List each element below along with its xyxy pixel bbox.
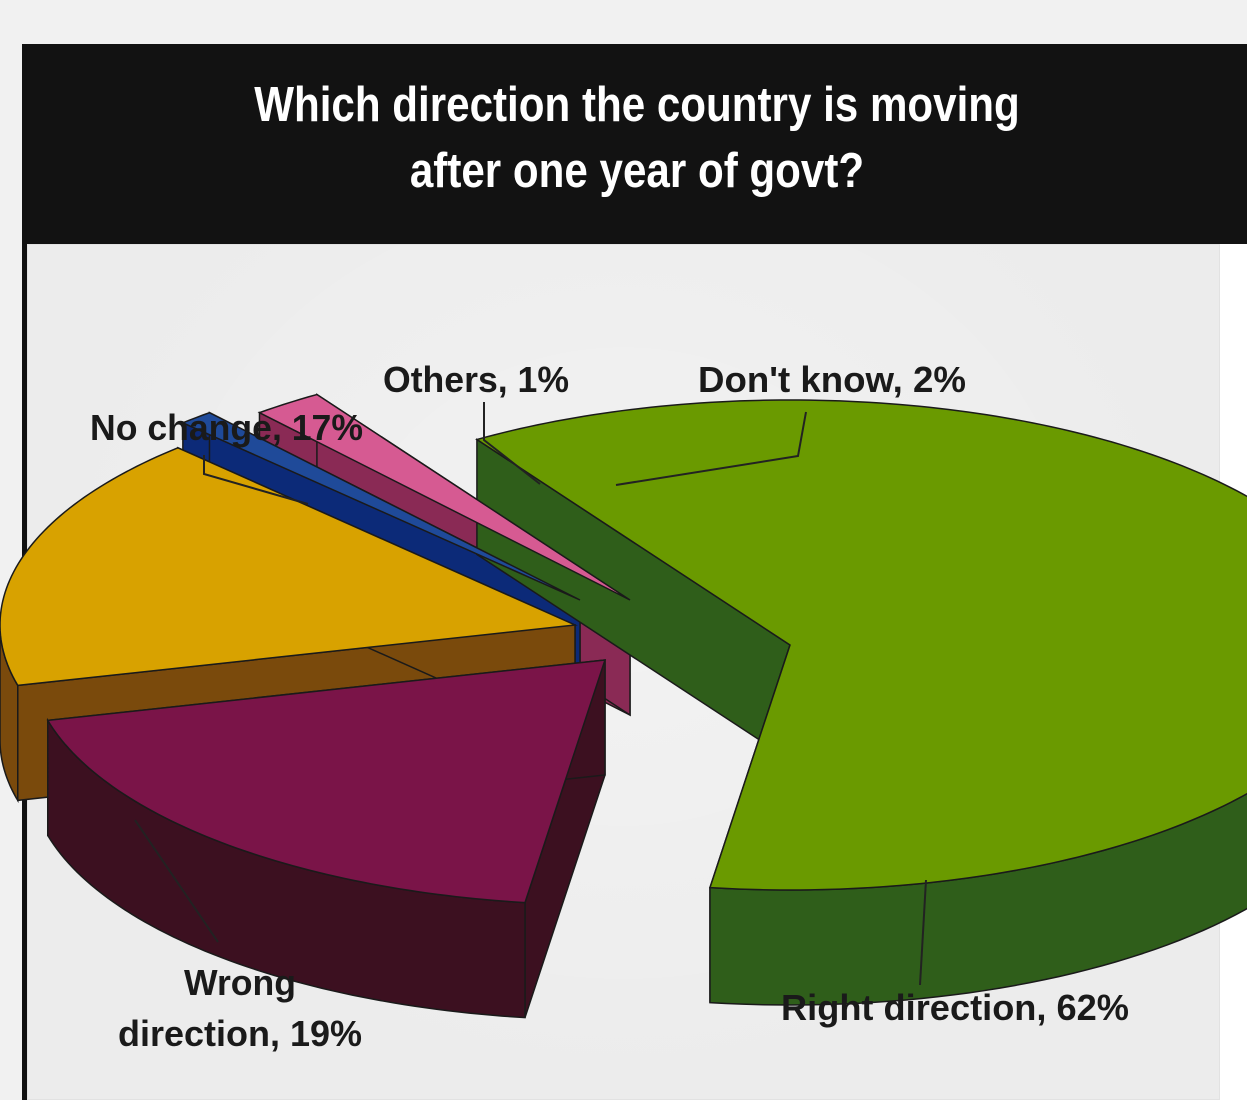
leader-line-right-direction xyxy=(919,879,927,986)
label-no-change: No change, 17% xyxy=(90,407,363,448)
leader-line-wrong-direction xyxy=(134,819,219,943)
slice-others xyxy=(180,411,581,601)
title-bar: Which direction the country is moving af… xyxy=(27,44,1247,244)
chart-title-line-2: after one year of govt? xyxy=(409,144,865,198)
slice-wrong-direction xyxy=(46,659,607,904)
label-wrong-direction-line-2: direction, 19% xyxy=(118,1013,362,1054)
slice-right-direction xyxy=(475,399,1247,891)
slice-don-t-know xyxy=(257,393,631,601)
slice-no-change xyxy=(0,447,578,687)
label-dont-know: Don't know, 2% xyxy=(698,359,966,400)
slice-outer-wall-right-direction-0 xyxy=(709,792,1247,1006)
label-wrong-direction-line-1: Wrong xyxy=(184,962,296,1003)
pie-top-faces xyxy=(0,393,1247,904)
leader-line-dont-know xyxy=(615,411,807,486)
chart-title-line-1: Which direction the country is moving xyxy=(254,78,1020,132)
label-others: Others, 1% xyxy=(383,359,569,400)
label-right-direction: Right direction, 62% xyxy=(781,987,1129,1028)
leader-line-no-change xyxy=(203,455,309,505)
chart-title: Which direction the country is moving af… xyxy=(112,72,1161,204)
leader-line-others xyxy=(483,402,541,485)
